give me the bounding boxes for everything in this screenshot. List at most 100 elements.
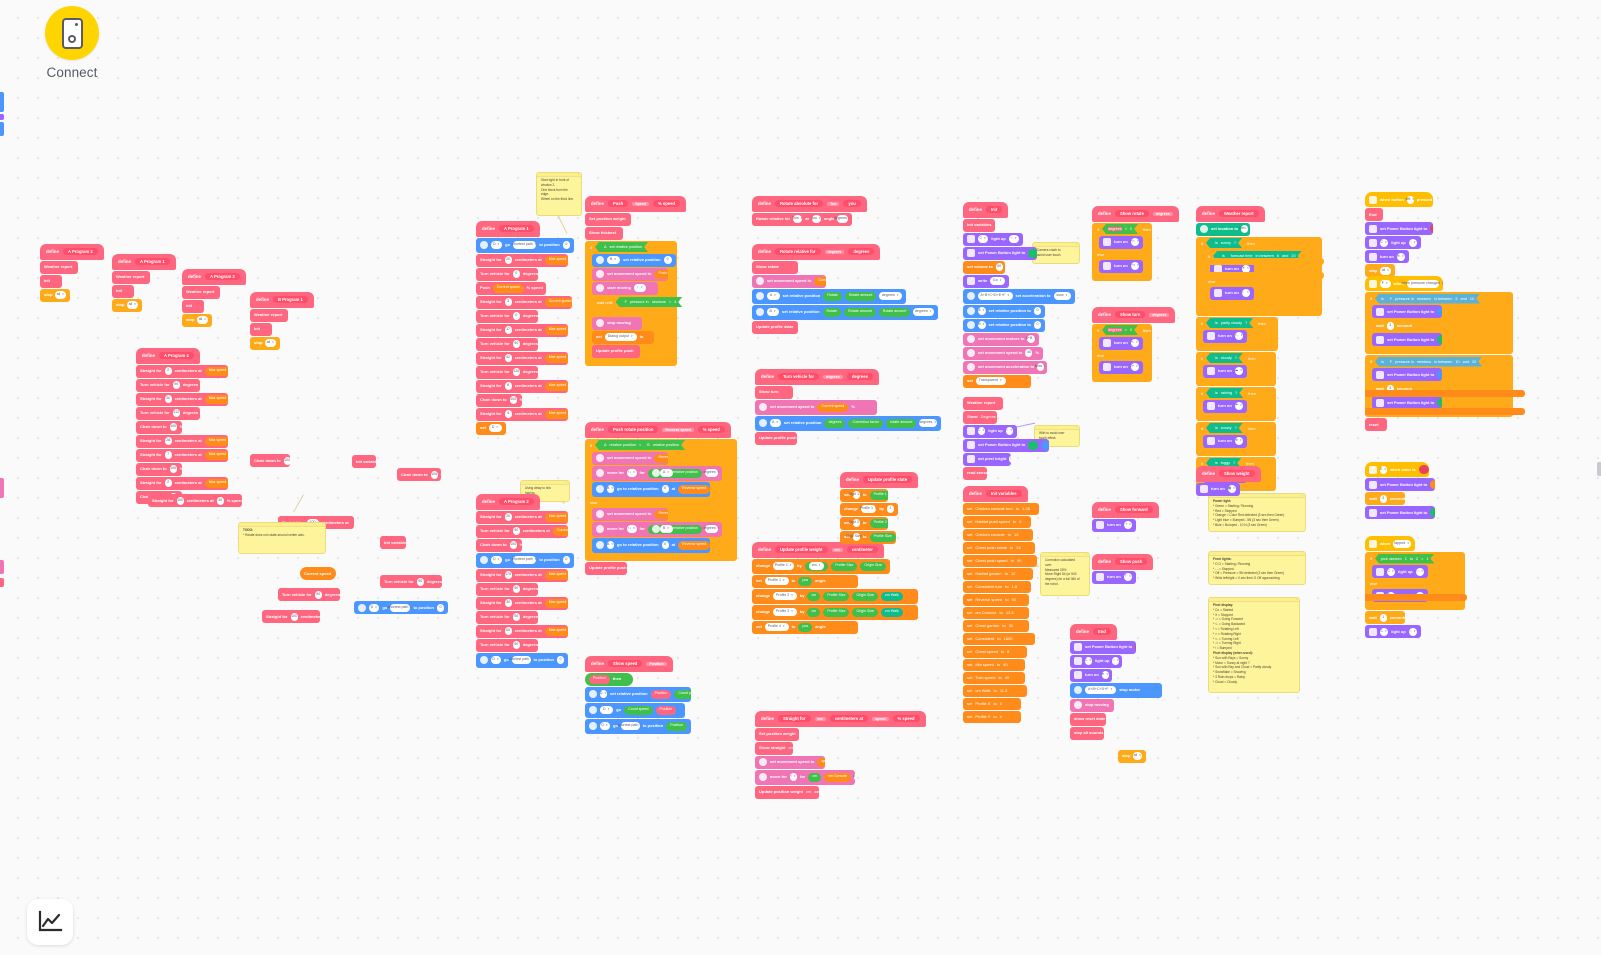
block-stop-all[interactable]: stop all [1365, 264, 1395, 277]
block-set-movement-acceleration[interactable]: set movement acceleration to slow [963, 360, 1047, 374]
block-power-button-light[interactable]: set Power Button light to [963, 246, 1037, 260]
block-show-turn[interactable]: Show turn [755, 385, 793, 399]
define-hat[interactable]: define Init [963, 201, 1009, 218]
block-weather-report[interactable]: Weather report [182, 285, 220, 299]
define-hat[interactable]: define A Program 2 [40, 243, 104, 260]
block-turn-vehicle[interactable]: Turn vehicle for 90 degrees [476, 638, 538, 652]
block-wait-4[interactable]: wait 1 seconds [1365, 611, 1405, 624]
loose-block-current-speed[interactable]: Current speed [300, 567, 336, 581]
define-hat[interactable]: define Show rotate degrees [1092, 205, 1179, 222]
stack-rotate-relative[interactable]: define Rotate relative for degrees degre… [752, 240, 938, 335]
stack-push-position[interactable]: define Push Speed % speed Set position w… [585, 192, 686, 367]
block-wait[interactable]: wait 3 seconds [1372, 319, 1412, 332]
operator-greater[interactable]: degrees >0 [1102, 325, 1138, 335]
block-set-variable[interactable]: set Turn speed to 40 [963, 671, 1025, 684]
stack-push-rotate[interactable]: define Push rotate position Reverse spee… [585, 418, 737, 576]
block-end[interactable]: End [1365, 208, 1383, 221]
define-hat[interactable]: define Rotate absolute for Too you [752, 195, 867, 212]
comment-front-lights[interactable]: Front lights: * O O = Starting / Running… [1208, 551, 1306, 585]
stack-rotate-absolute[interactable]: define Rotate absolute for Too you Rotat… [752, 192, 867, 227]
comment-titlebar[interactable] [1035, 426, 1079, 430]
block-turn-vehicle[interactable]: Turn vehicle for 90 degrees [136, 378, 200, 392]
if-cloudy[interactable]: if is cloudy? then turn on ☁ [1196, 351, 1276, 386]
hat-when-color-is[interactable]: Ewhen color is [1365, 462, 1429, 477]
block-set-variable[interactable]: set Reverse speed to 50 [963, 593, 1029, 606]
block-update-profile-push[interactable]: Update profile push [755, 431, 797, 445]
comment-power-lights[interactable]: Power light: * Green = Starting / Runnin… [1208, 493, 1306, 532]
block-show-height[interactable]: Show straight cm [755, 741, 793, 755]
loose-block-turn-vehicle-2[interactable]: Turn vehicle for 90 degrees [278, 588, 340, 602]
define-hat[interactable]: define Straight for cm centimeters at sp… [755, 710, 926, 727]
stack-when-color[interactable]: Ewhen color is set Power Button light to… [1365, 462, 1435, 520]
block-set-movement-speed[interactable]: set movement speed toReverse speed% [592, 507, 668, 521]
block-set-variable[interactable]: set cm Console to 13.6 [963, 606, 1029, 619]
stack-a-program-1-small[interactable]: define A Program 1 Weather report Init s… [112, 250, 176, 313]
block-light-up-wink-l[interactable]: Clight up◦-◦ [1372, 565, 1428, 578]
block-set-variable[interactable]: set cm Walk to 11.2 [963, 684, 1027, 697]
define-hat[interactable]: define A Program 2 [476, 493, 540, 510]
stack-show-turn[interactable]: define Show turn degrees if degrees >0 th… [1092, 303, 1176, 383]
block-turn-on-cloud[interactable]: turn on ☁ [1203, 364, 1247, 378]
connect-button[interactable] [45, 6, 99, 60]
block-update-profile-state[interactable]: Update profile state [752, 320, 798, 334]
block-init[interactable]: Init [40, 274, 62, 288]
define-hat[interactable]: define B Program 1 [250, 291, 314, 308]
block-set-variable[interactable]: set Chicken console to 16 [963, 528, 1033, 541]
operator-join[interactable]: Position then [585, 672, 633, 686]
stack-a-program-2-small[interactable]: define A Program 2 Weather report Init s… [40, 240, 104, 303]
block-turn-on-rain[interactable]: turn on ☂ [1203, 399, 1247, 413]
block-stop-all[interactable]: stop all [250, 336, 280, 350]
weather-is-sunny[interactable]: is sunny? [1206, 238, 1242, 248]
block-turn-on[interactable]: turn on ⇢ [1092, 518, 1136, 532]
if-partly-cloudy[interactable]: if is partly cloudy? then turn on ⛅ [1196, 316, 1278, 351]
comment-correction[interactable]: Correction calculated over: Measured 30%… [1040, 552, 1090, 596]
define-hat[interactable]: define End [1070, 623, 1117, 640]
define-hat[interactable]: define Init variables [963, 485, 1028, 502]
define-hat[interactable]: define Push rotate position Reverse spee… [585, 421, 731, 438]
loose-block-init-variables[interactable]: Init variables [352, 455, 376, 469]
block-weather-report-call[interactable]: Weather report [963, 396, 1003, 410]
block-stop-all[interactable]: stop all [112, 298, 142, 312]
if-raining[interactable]: if is raining? then turn on ☂ [1196, 386, 1276, 421]
block-turn-on[interactable]: turn on ↖ [1099, 336, 1143, 350]
block-turn-vehicle[interactable]: Turn vehicle for 112 degrees [136, 406, 200, 420]
hat-when-button-pressed[interactable]: when buttonleftpressed [1365, 192, 1433, 207]
stack-b-program-1[interactable]: define B Program 1 Weather report Init s… [250, 288, 314, 351]
block-turn-on-moon[interactable]: turn on ☾ [1210, 286, 1254, 300]
define-hat[interactable]: define Show speed Position [585, 655, 673, 672]
block-init[interactable]: Init [250, 322, 272, 336]
stack-a-program-1-main[interactable]: define A Program 1 Dgoshortest pathto po… [476, 217, 574, 436]
block-turn-on[interactable]: turn on ↗ [1099, 360, 1143, 374]
block-wait-3[interactable]: wait 3 seconds [1365, 492, 1405, 505]
block-set-variable[interactable]: set Chest push rotate to 24 [963, 541, 1035, 554]
block-stop-all-2[interactable]: stop all [1118, 749, 1146, 763]
stack-show-forward[interactable]: define Show forward turn on ⇢ [1092, 498, 1159, 533]
block-push-speed[interactable]: Push Current speed% speed [476, 281, 546, 295]
block-power-light-green-3[interactable]: set Power Button light to [1365, 506, 1435, 519]
define-hat[interactable]: define Show weight [1196, 465, 1261, 482]
define-hat[interactable]: define Show turn degrees [1092, 306, 1176, 323]
